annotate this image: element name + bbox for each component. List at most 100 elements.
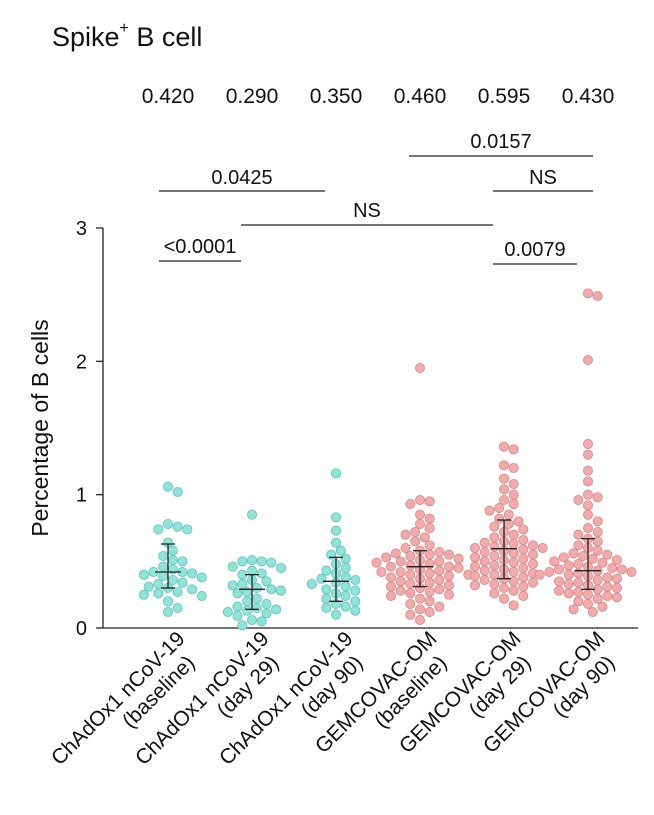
data-point bbox=[443, 580, 454, 591]
data-point bbox=[592, 545, 603, 556]
data-points bbox=[138, 288, 637, 631]
y-axis-label: Percentage of B cells bbox=[27, 319, 53, 536]
data-point bbox=[242, 605, 253, 616]
data-point bbox=[306, 579, 317, 590]
data-point bbox=[508, 600, 519, 611]
data-point bbox=[583, 465, 594, 476]
data-point bbox=[395, 556, 406, 567]
data-point bbox=[602, 572, 613, 583]
data-point bbox=[237, 620, 248, 631]
data-point bbox=[153, 579, 164, 590]
data-point bbox=[256, 556, 267, 567]
data-point bbox=[587, 607, 598, 618]
data-point bbox=[321, 603, 332, 614]
data-point bbox=[158, 561, 169, 572]
data-point bbox=[251, 593, 262, 604]
data-point bbox=[453, 553, 464, 564]
data-point bbox=[583, 509, 594, 520]
data-point bbox=[434, 601, 445, 612]
data-point bbox=[340, 563, 351, 574]
data-point bbox=[470, 552, 481, 563]
y-tick-label: 3 bbox=[76, 218, 87, 240]
data-point bbox=[498, 460, 509, 471]
data-point bbox=[592, 516, 603, 527]
data-point bbox=[611, 555, 622, 566]
data-point bbox=[424, 523, 435, 534]
data-point bbox=[167, 545, 178, 556]
data-point bbox=[158, 551, 169, 562]
comparison-pvalue: NS bbox=[529, 167, 557, 189]
data-point bbox=[246, 565, 257, 576]
data-point bbox=[395, 576, 406, 587]
data-point bbox=[544, 567, 555, 578]
data-point bbox=[232, 611, 243, 622]
data-point bbox=[381, 552, 392, 563]
data-point bbox=[489, 532, 500, 543]
data-point bbox=[266, 584, 277, 595]
data-point bbox=[143, 581, 154, 592]
data-point bbox=[489, 560, 500, 571]
data-point bbox=[227, 580, 238, 591]
data-point bbox=[508, 489, 519, 500]
data-point bbox=[587, 553, 598, 564]
data-point bbox=[563, 569, 574, 580]
data-point bbox=[256, 568, 267, 579]
data-point bbox=[405, 569, 416, 580]
data-point bbox=[470, 571, 481, 582]
data-point bbox=[527, 559, 538, 570]
median-value-label: 0.595 bbox=[478, 85, 531, 108]
data-point bbox=[583, 523, 594, 534]
data-point bbox=[508, 529, 519, 540]
title-superscript: + bbox=[119, 20, 129, 37]
data-point bbox=[266, 557, 277, 568]
data-point bbox=[386, 572, 397, 583]
data-point bbox=[479, 575, 490, 586]
data-point bbox=[583, 438, 594, 449]
data-point bbox=[479, 537, 490, 548]
title-main: Spike bbox=[52, 22, 120, 52]
data-point bbox=[489, 541, 500, 552]
data-point bbox=[498, 494, 509, 505]
data-point bbox=[592, 575, 603, 586]
data-point bbox=[508, 539, 519, 550]
data-point bbox=[607, 563, 618, 574]
data-point bbox=[246, 509, 257, 520]
data-point bbox=[395, 567, 406, 578]
data-point bbox=[172, 521, 183, 532]
data-point bbox=[489, 521, 500, 532]
median-value-label: 0.460 bbox=[394, 85, 447, 108]
data-point bbox=[518, 544, 529, 555]
data-point bbox=[330, 525, 341, 536]
data-point bbox=[489, 551, 500, 562]
data-point bbox=[227, 561, 238, 572]
data-point bbox=[246, 555, 257, 566]
data-point bbox=[597, 557, 608, 568]
data-point bbox=[424, 568, 435, 579]
data-point bbox=[419, 532, 430, 543]
data-point bbox=[158, 571, 169, 582]
data-point bbox=[414, 615, 425, 626]
data-point bbox=[583, 476, 594, 487]
data-point bbox=[350, 605, 361, 616]
data-point bbox=[172, 486, 183, 497]
data-point bbox=[424, 549, 435, 560]
data-point bbox=[386, 591, 397, 602]
data-point bbox=[443, 571, 454, 582]
data-point bbox=[242, 596, 253, 607]
data-point bbox=[153, 524, 164, 535]
data-point bbox=[518, 553, 529, 564]
title-rest: B cell bbox=[128, 22, 203, 52]
data-point bbox=[503, 509, 514, 520]
data-point bbox=[187, 584, 198, 595]
data-point bbox=[583, 288, 594, 299]
data-point bbox=[583, 500, 594, 511]
data-point bbox=[554, 576, 565, 587]
data-point bbox=[527, 549, 538, 560]
data-point bbox=[508, 478, 519, 489]
data-point bbox=[484, 505, 495, 516]
data-point bbox=[162, 481, 173, 492]
data-point bbox=[271, 604, 282, 615]
data-point bbox=[237, 556, 248, 567]
data-point bbox=[424, 596, 435, 607]
data-point bbox=[405, 551, 416, 562]
